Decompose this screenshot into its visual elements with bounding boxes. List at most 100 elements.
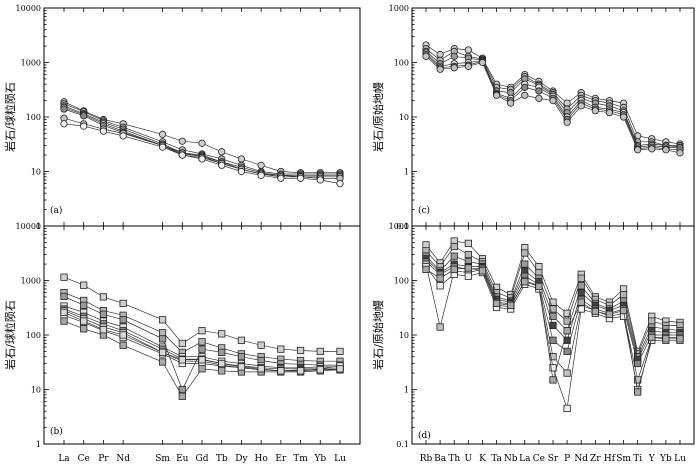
chart-panel-c: 岩石/原始地幔 (c) 0.1 1 10 100 1000 (371, 4, 695, 231)
y-tick-label: 10000 (16, 222, 41, 231)
data-point (619, 113, 628, 121)
x-tick-label: Pr (98, 454, 109, 464)
data-point (549, 305, 557, 313)
data-point (178, 339, 186, 348)
data-point (464, 250, 472, 259)
series-line (63, 103, 340, 175)
y-tick-label: 1 (36, 440, 41, 449)
data-point (119, 299, 127, 308)
data-point (676, 335, 684, 343)
data-point (464, 272, 472, 280)
data-point (521, 260, 529, 268)
x-tick-label: Yb (659, 454, 672, 464)
data-point (158, 329, 167, 337)
series-d5 (422, 258, 684, 368)
panel-label-c: (c) (418, 205, 430, 216)
data-point (662, 146, 670, 154)
x-tick-label: P (564, 454, 570, 464)
x-tick-label: Sr (548, 454, 559, 464)
y-tick-label: 100 (26, 331, 41, 340)
y-tick-label: 1 (404, 168, 409, 177)
y-tick-label: 1000 (21, 277, 41, 286)
data-point (158, 143, 167, 151)
x-tick-label: Nd (116, 454, 130, 464)
y-tick-label: 100 (26, 113, 41, 122)
data-point (296, 346, 305, 355)
data-point (507, 99, 515, 107)
plot-frame-c (411, 7, 695, 227)
data-point (80, 281, 88, 289)
data-point (158, 358, 167, 366)
data-point (577, 298, 585, 306)
data-point (178, 385, 186, 394)
data-point (450, 52, 458, 60)
series-group-a (60, 98, 344, 188)
x-tick-labels-d: Rb Ba Th U K Ta Nb La Ce Sr P Nd Zr Hf Sm Ti Y Yb Lu (420, 454, 686, 464)
data-point (99, 326, 108, 334)
data-point (60, 308, 68, 316)
data-point (218, 359, 226, 368)
data-point (563, 347, 571, 356)
data-point (450, 242, 458, 251)
data-point (436, 282, 444, 290)
data-point (80, 301, 88, 309)
data-point (119, 331, 127, 339)
data-point (464, 62, 472, 70)
data-point (535, 87, 543, 95)
data-point (464, 239, 472, 247)
data-point (99, 127, 108, 135)
data-point (80, 325, 88, 333)
data-point (158, 335, 167, 343)
data-point (277, 174, 285, 182)
data-point (119, 316, 127, 324)
data-point (198, 139, 206, 147)
y-tick-label: 1 (404, 386, 409, 395)
y-tick-label: 1000 (389, 4, 409, 13)
x-tick-label: Eu (176, 454, 189, 464)
series-d8 (422, 264, 684, 396)
data-point (648, 145, 656, 153)
data-point (178, 356, 186, 364)
data-point (634, 388, 642, 396)
data-point (119, 132, 127, 140)
data-point (60, 317, 68, 325)
data-point (507, 301, 515, 309)
x-tick-label: U (465, 454, 473, 464)
data-point (450, 64, 458, 72)
x-tick-label: Dy (235, 454, 248, 464)
data-point (450, 252, 458, 260)
y-tick-label: 0.1 (396, 440, 409, 449)
data-point (218, 330, 226, 338)
data-point (198, 327, 206, 335)
y-axis-label-c: 岩石/原始地幔 (371, 82, 385, 152)
x-tick-label: Nb (504, 454, 518, 464)
y-ticks-d: 0.1 1 10 100 1000 (389, 222, 681, 449)
x-tick-label: Th (448, 454, 460, 464)
x-tick-label: Lu (674, 454, 686, 464)
data-point (237, 155, 246, 163)
data-point (99, 293, 108, 301)
y-tick-label: 10 (31, 168, 41, 177)
data-point (521, 278, 529, 286)
series-line (425, 56, 681, 154)
data-point (60, 120, 68, 128)
data-point (478, 58, 487, 67)
data-point (237, 363, 246, 371)
data-point (676, 149, 684, 157)
y-tick-label: 100 (394, 277, 409, 286)
y-tick-label: 1000 (21, 59, 41, 68)
x-tick-label: Gd (196, 454, 209, 464)
data-point (605, 109, 614, 117)
data-point (277, 345, 285, 353)
series-a2 (60, 100, 344, 178)
x-tick-label: Ba (434, 454, 447, 464)
series-b1 (60, 273, 344, 356)
x-tick-label: Sm (616, 454, 631, 464)
y-tick-label: 10 (399, 113, 409, 122)
data-point (563, 99, 571, 107)
data-point (591, 107, 599, 115)
x-tick-label: K (479, 454, 486, 464)
y-tick-label: 1 (36, 222, 41, 231)
data-point (634, 146, 642, 154)
data-point (605, 310, 614, 318)
